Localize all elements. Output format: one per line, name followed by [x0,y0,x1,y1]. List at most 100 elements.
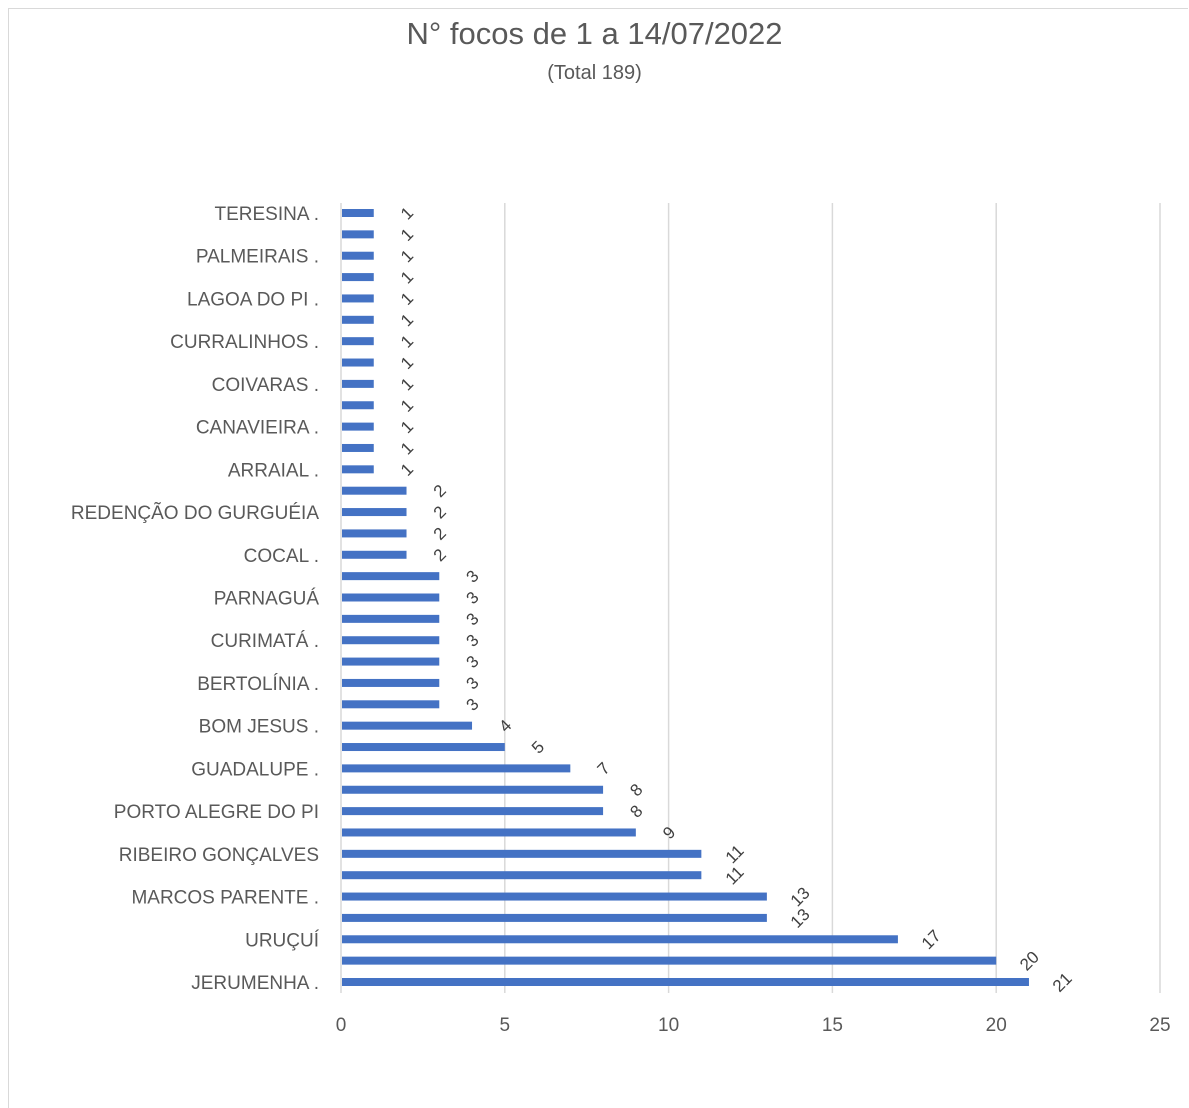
category-label: PORTO ALEGRE DO PI [114,802,319,823]
data-label: 1 [397,396,417,416]
data-label: 1 [397,225,417,245]
x-tick-label: 10 [658,1015,679,1036]
x-tick-label: 5 [500,1015,511,1036]
bar [342,913,767,922]
bar [342,315,374,324]
data-label: 17 [918,926,945,953]
data-label: 2 [430,481,450,501]
bar [342,465,374,474]
data-label: 1 [397,267,417,287]
gridlines [340,203,1161,993]
data-label: 7 [594,759,614,779]
bar [342,294,374,303]
data-label: 13 [787,905,814,932]
bar [342,935,898,944]
bar [342,230,374,239]
category-label: COCAL . [244,546,319,567]
bar [342,721,473,730]
category-label: CURIMATÁ . [211,631,319,652]
bar [342,978,1029,986]
data-label: 3 [463,695,483,715]
data-label: 3 [463,609,483,629]
bar [342,337,374,346]
data-label: 3 [463,673,483,693]
data-label: 1 [397,246,417,266]
category-label: CANAVIEIRA . [196,418,319,439]
category-label: MARCOS PARENTE . [131,888,319,909]
bar [342,358,374,367]
bar [342,550,407,559]
chart-subtitle: (Total 189) [547,62,642,84]
category-label: COIVARAS . [212,375,319,396]
bar [342,764,571,773]
bar [342,572,440,581]
data-label: 2 [430,502,450,522]
bar [342,636,440,645]
bar [342,486,407,495]
data-label: 1 [397,353,417,373]
category-label: BERTOLÍNIA . [197,674,319,695]
data-label: 1 [397,203,417,223]
bar [342,871,702,880]
bar [342,892,767,901]
data-label: 1 [397,417,417,437]
bar [342,849,702,858]
bar [342,657,440,666]
data-label: 1 [397,374,417,394]
bar [342,422,374,431]
category-label: GUADALUPE . [191,759,319,780]
data-label: 8 [626,780,646,800]
data-label: 3 [463,652,483,672]
bar [342,807,604,816]
data-label: 5 [528,737,548,757]
data-label: 1 [397,460,417,480]
data-label: 2 [430,524,450,544]
data-label: 3 [463,566,483,586]
data-label: 3 [463,588,483,608]
data-label: 1 [397,438,417,458]
x-tick-label: 25 [1149,1015,1170,1036]
data-label: 20 [1016,948,1043,975]
bar [342,614,440,623]
chart-title: N° focos de 1 a 14/07/2022 [406,16,783,51]
category-label: REDENÇÃO DO GURGUÉIA [71,502,319,524]
data-label: 3 [463,631,483,651]
data-label: 2 [430,545,450,565]
category-label: PALMEIRAIS . [196,247,319,268]
x-axis-ticks: 0 5 10 15 20 25 [336,1015,1171,1036]
bar [342,529,407,538]
category-label: LAGOA DO PI . [187,289,319,310]
bar [342,443,374,452]
bar [342,678,440,687]
bar [342,508,407,517]
bar [342,379,374,388]
x-tick-label: 15 [822,1015,843,1036]
bar [342,785,604,794]
bar [342,273,374,282]
data-label: 1 [397,331,417,351]
bar [342,700,440,709]
category-labels: TERESINA . PALMEIRAIS . LAGOA DO PI . CURRA… [71,204,320,994]
data-label: 8 [626,801,646,821]
category-label: TERESINA . [214,204,319,225]
bar [342,956,997,965]
category-label: CURRALINHOS . [170,332,319,353]
category-label: PARNAGUÁ [214,589,320,610]
category-label: ARRAIAL . [228,460,319,481]
data-label: 1 [397,289,417,309]
category-label: BOM JESUS . [199,717,319,738]
x-tick-label: 20 [986,1015,1007,1036]
bar [342,209,374,217]
data-label: 21 [1049,969,1076,996]
bar [342,593,440,602]
data-label: 1 [397,310,417,330]
data-label: 11 [722,863,748,889]
x-tick-label: 0 [336,1015,347,1036]
bars [342,209,1029,986]
chart-frame [8,8,1188,1108]
bar [342,251,374,260]
category-label: JERUMENHA . [191,973,319,994]
bar [342,828,636,837]
bar [342,401,374,410]
